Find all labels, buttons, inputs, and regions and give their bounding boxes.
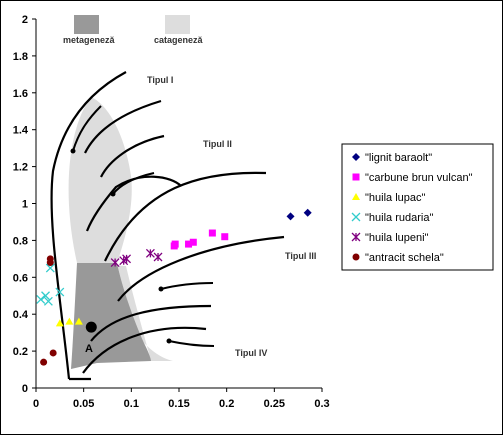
metagenesis-label: metageneză xyxy=(63,35,116,45)
legend-entry: "antracit schela" xyxy=(365,252,444,264)
data-point-square xyxy=(208,229,216,237)
legend-entry: "huila lupac" xyxy=(365,192,425,204)
x-tick-label: 0.25 xyxy=(264,398,285,410)
legend-marker xyxy=(351,232,361,242)
y-tick-label: 0.6 xyxy=(13,272,28,284)
type-label-3: Tipul III xyxy=(285,251,316,261)
data-point-diamond xyxy=(303,208,312,217)
axes: 0 0.2 0.4 0.6 0.8 1 1.2 1.4 1.6 1.8 2 0 0.05 0.1 0.15 0… xyxy=(13,14,330,410)
metagenesis-swatch xyxy=(74,15,99,34)
legend-marker xyxy=(351,212,361,222)
arrow-head-3 xyxy=(158,286,164,292)
y-tick-label: 1.8 xyxy=(13,51,28,63)
legend-marker xyxy=(352,173,360,181)
legend-box xyxy=(341,143,494,271)
data-point-square xyxy=(189,238,197,246)
curve-shapes xyxy=(50,71,285,381)
arrow-head-4 xyxy=(166,338,172,344)
data-point-x xyxy=(55,287,65,297)
x-tick-label: 0 xyxy=(33,398,39,410)
metagenesis-zone xyxy=(71,263,151,369)
x-tick-label: 0.3 xyxy=(314,398,329,410)
arrow-line-1 xyxy=(72,105,102,152)
x-tick-label: 0.05 xyxy=(73,398,94,410)
y-tick-label: 0.4 xyxy=(13,309,29,321)
legend-marker xyxy=(352,153,360,161)
data-point-square xyxy=(221,233,229,241)
arrow-line-4 xyxy=(168,340,215,347)
data-point-x xyxy=(43,296,53,306)
type-curve-3 xyxy=(84,99,162,154)
data-point-star xyxy=(153,252,163,262)
data-point-triangle xyxy=(65,317,74,325)
annotations: A Tipul I Tipul II Tipul III Tipul IV xyxy=(85,75,316,358)
arrow-head-1 xyxy=(70,148,76,154)
point-a-marker xyxy=(85,321,97,333)
catagenesis-zone xyxy=(68,97,173,361)
y-tick-label: 1.6 xyxy=(13,88,28,100)
maturity-regions: metageneză catageneză xyxy=(63,15,204,369)
y-tick-label: 2 xyxy=(22,14,28,26)
data-point-square xyxy=(171,240,179,248)
data-point-star xyxy=(122,254,132,264)
x-tick-label: 0.1 xyxy=(124,398,139,410)
type-curve-8 xyxy=(90,304,212,342)
legend-marker xyxy=(352,253,360,261)
data-point-circle xyxy=(46,255,54,263)
data-point-x xyxy=(45,263,55,273)
data-point-triangle xyxy=(74,317,83,325)
legend-entry: "huila lupeni" xyxy=(365,232,429,244)
legend: "lignit baraolt" "carbune brun vulcan" "hu… xyxy=(341,143,494,271)
arrow-head-2 xyxy=(110,191,116,197)
type-label-2: Tipul II xyxy=(203,139,232,149)
point-a-label: A xyxy=(85,343,93,355)
legend-entry: "carbune brun vulcan" xyxy=(365,172,473,184)
data-point-circle xyxy=(40,358,48,366)
arrow-line-3 xyxy=(160,282,214,290)
type-label-4: Tipul IV xyxy=(235,348,267,358)
y-tick-label: 1.4 xyxy=(13,125,29,137)
type-curve-6 xyxy=(104,171,267,262)
data-point-diamond xyxy=(286,212,295,221)
x-tick-label: 0.2 xyxy=(219,398,234,410)
x-tick-label: 0.15 xyxy=(168,398,189,410)
data-point-square xyxy=(185,240,193,248)
data-point-circle xyxy=(49,349,57,357)
y-tick-label: 0.2 xyxy=(13,346,28,358)
legend-entry: "lignit baraolt" xyxy=(365,152,432,164)
type-curve-9 xyxy=(82,326,207,374)
y-tick-label: 0.8 xyxy=(13,235,28,247)
y-tick-label: 0 xyxy=(22,383,28,395)
data-point-x xyxy=(36,294,46,304)
type-label-1: Tipul I xyxy=(147,75,173,85)
y-tick-label: 1 xyxy=(22,199,28,211)
type-curve-5 xyxy=(85,175,182,232)
catagenesis-label: catageneză xyxy=(154,35,204,45)
legend-entry: "huila rudaria" xyxy=(365,212,433,224)
type-curve-1 xyxy=(50,71,127,380)
type-curve-4 xyxy=(100,134,165,178)
data-points xyxy=(36,208,312,366)
data-point-star xyxy=(110,258,120,267)
catagenesis-swatch xyxy=(165,15,190,34)
data-point-star xyxy=(145,248,155,258)
type-curve-7 xyxy=(117,235,285,302)
legend-marker xyxy=(352,193,360,200)
data-point-x xyxy=(41,291,50,301)
arrow-line-2 xyxy=(112,172,155,195)
y-tick-label: 1.2 xyxy=(13,162,28,174)
data-point-triangle xyxy=(55,319,64,327)
